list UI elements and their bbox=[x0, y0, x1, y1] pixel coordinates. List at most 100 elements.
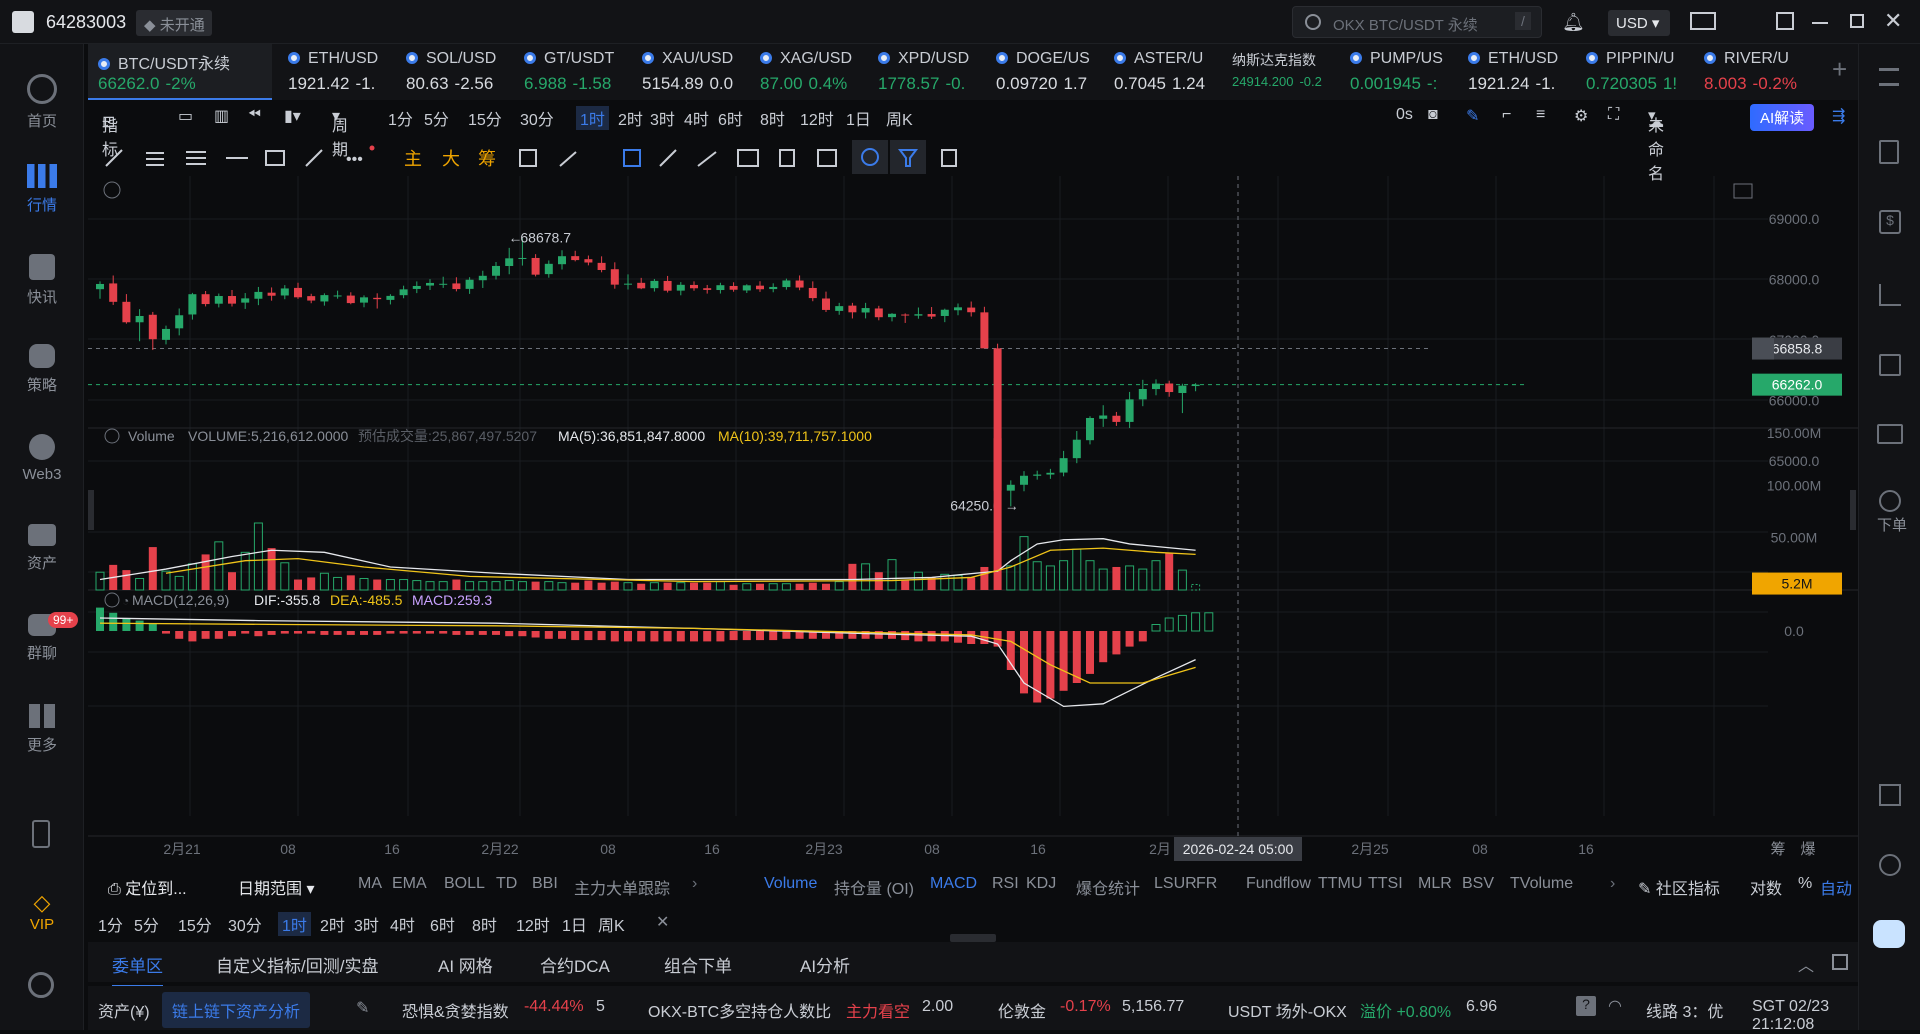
sub-indicator-12[interactable]: BSV bbox=[1462, 875, 1495, 892]
nav-web3[interactable]: Web3 bbox=[0, 434, 84, 483]
timeframe-10[interactable]: 12时 bbox=[800, 112, 834, 129]
document-icon[interactable] bbox=[1879, 140, 1899, 164]
bottom-tab-4[interactable]: 组合下单 bbox=[664, 957, 732, 976]
ticker-4[interactable]: XAU/USD 5154.89 0.0 bbox=[632, 44, 750, 100]
camera-icon[interactable]: ◙ bbox=[1428, 106, 1438, 123]
timeframe-9[interactable]: 8时 bbox=[760, 112, 785, 129]
period-select[interactable]: 周期 ▾ bbox=[332, 108, 349, 159]
order-icon[interactable] bbox=[1879, 490, 1901, 512]
bell-icon[interactable]: 🔔︎ bbox=[1562, 12, 1585, 32]
timeframe-8[interactable]: 6时 bbox=[430, 918, 455, 935]
sub-indicator-4[interactable]: KDJ bbox=[1026, 875, 1057, 892]
bottom-tab-3[interactable]: 合约DCA bbox=[540, 957, 610, 976]
rect-tool-icon[interactable] bbox=[265, 150, 285, 166]
timeframe-5[interactable]: 2时 bbox=[320, 918, 345, 935]
chart-area[interactable]: 69000.068000.067000.066000.065000.066858… bbox=[88, 176, 1858, 866]
nav-news[interactable]: 快讯 bbox=[0, 254, 84, 307]
lines-icon[interactable]: ≡ bbox=[1536, 106, 1546, 123]
timeframe-0[interactable]: 1分 bbox=[388, 112, 413, 129]
timeframe-4[interactable]: 1时 bbox=[576, 106, 609, 130]
assistant-icon[interactable] bbox=[1873, 920, 1905, 948]
ticker-3[interactable]: GT/USDT 6.988 -1.58 bbox=[514, 44, 632, 100]
ticker-1[interactable]: ETH/USD 1921.42 -1. bbox=[278, 44, 396, 100]
order-label[interactable]: 下单 bbox=[1877, 517, 1908, 534]
chevron-right-icon[interactable]: › bbox=[692, 875, 698, 892]
popout-icon[interactable] bbox=[1776, 12, 1794, 30]
timeframe-1[interactable]: 5分 bbox=[134, 918, 159, 935]
close-icon[interactable]: ✕ bbox=[656, 914, 670, 931]
trendline-tool-icon[interactable] bbox=[105, 149, 123, 167]
etf-icon[interactable] bbox=[1877, 424, 1903, 444]
support-icon[interactable] bbox=[1879, 854, 1901, 876]
dollar-icon[interactable]: $ bbox=[1879, 210, 1901, 234]
sub-indicator-8[interactable]: Fundflow bbox=[1246, 875, 1311, 892]
percent-toggle[interactable]: % bbox=[1798, 875, 1813, 892]
timeframe-6[interactable]: 3时 bbox=[650, 112, 675, 129]
timeframe-7[interactable]: 4时 bbox=[684, 112, 709, 129]
main-indicator-0[interactable]: MA bbox=[358, 875, 382, 892]
expand-icon[interactable] bbox=[1832, 954, 1848, 970]
zoom-icon[interactable] bbox=[1733, 183, 1753, 199]
timeframe-2[interactable]: 15分 bbox=[468, 112, 502, 129]
nav-vip[interactable]: ◇ VIP bbox=[0, 890, 84, 933]
timeframe-10[interactable]: 12时 bbox=[516, 918, 550, 935]
nav-strategy[interactable]: 策略 bbox=[0, 344, 84, 395]
main-indicator-5[interactable]: 主力大单跟踪 bbox=[574, 881, 671, 898]
select-tool-icon[interactable] bbox=[623, 149, 641, 167]
add-alert-button[interactable] bbox=[1752, 337, 1774, 360]
main-indicator-3[interactable]: TD bbox=[496, 875, 518, 892]
sub-indicator-1[interactable]: 持仓量 (OI) bbox=[834, 881, 914, 898]
bottom-tab-2[interactable]: AI 网格 bbox=[438, 957, 493, 976]
list-icon[interactable] bbox=[1879, 68, 1899, 86]
add-ticker-icon[interactable]: + bbox=[1832, 54, 1848, 84]
auto-toggle[interactable]: 自动 bbox=[1820, 881, 1853, 898]
ticker-0[interactable]: BTC/USDT永续 66262.0 -2% bbox=[88, 44, 272, 100]
ticker-2[interactable]: SOL/USD 80.63 -2.56 bbox=[396, 44, 514, 100]
calendar-icon[interactable]: ▭ bbox=[178, 108, 194, 125]
sub-indicator-5[interactable]: 爆仓统计 bbox=[1076, 881, 1141, 898]
ticker-9[interactable]: 纳斯达克指数 24914.200 -0.2 bbox=[1222, 44, 1340, 100]
copy-tool-icon[interactable] bbox=[779, 149, 795, 167]
log-scale-toggle[interactable]: 对数 bbox=[1750, 881, 1783, 898]
phone-icon[interactable] bbox=[32, 820, 50, 848]
nav-more[interactable]: 更多 bbox=[0, 704, 84, 755]
timeframe-4[interactable]: 1时 bbox=[278, 912, 311, 936]
timeframe-1[interactable]: 5分 bbox=[424, 112, 449, 129]
fullscreen-icon[interactable]: ⛶ bbox=[1608, 106, 1620, 123]
layout-icon[interactable] bbox=[1879, 784, 1901, 806]
share-icon[interactable]: ⇶ bbox=[1832, 108, 1846, 125]
timeframe-11[interactable]: 1日 bbox=[846, 112, 871, 129]
collapse-icon[interactable] bbox=[103, 181, 121, 199]
pencil-icon[interactable]: ✎ bbox=[1466, 108, 1480, 125]
big-order-tool[interactable]: 大 bbox=[442, 149, 460, 169]
nav-market[interactable]: 行情 bbox=[0, 164, 84, 215]
chart-panel-icon[interactable] bbox=[1879, 354, 1901, 376]
trash-icon[interactable] bbox=[941, 149, 957, 167]
currency-select[interactable]: USD ▾ bbox=[1608, 10, 1670, 36]
ticker-7[interactable]: DOGE/US 0.09720 1.7 bbox=[986, 44, 1104, 100]
timeframe-6[interactable]: 3时 bbox=[354, 918, 379, 935]
parallel-tool-icon[interactable] bbox=[146, 152, 164, 166]
maximize-icon[interactable] bbox=[1850, 14, 1864, 28]
nav-home[interactable]: 首页 bbox=[0, 74, 84, 131]
ticker-13[interactable]: RIVER/U 8.003 -0.2% bbox=[1694, 44, 1812, 100]
bell-icon[interactable]: ◔ bbox=[122, 594, 129, 608]
sub-indicator-2[interactable]: MACD bbox=[930, 875, 978, 892]
assets-label[interactable]: 资产(¥) bbox=[98, 1004, 150, 1021]
pen-tool-icon[interactable] bbox=[697, 151, 717, 167]
mail-icon[interactable] bbox=[1690, 12, 1716, 30]
sub-indicator-11[interactable]: MLR bbox=[1418, 875, 1452, 892]
chip-tool[interactable]: 筹 bbox=[478, 149, 496, 169]
sub-indicator-10[interactable]: TTSI bbox=[1368, 875, 1403, 892]
sub-indicator-3[interactable]: RSI bbox=[992, 875, 1019, 892]
layout-name-select[interactable]: ☁︎ 未命名 ▾ bbox=[1648, 107, 1665, 183]
ai-interpret-button[interactable]: AI解读 bbox=[1750, 104, 1815, 131]
more-tools-icon[interactable]: ••• bbox=[346, 151, 363, 168]
edit-icon[interactable]: ✎ bbox=[356, 1000, 370, 1017]
line-status[interactable]: 线路 3：优 bbox=[1646, 1004, 1724, 1021]
timeframe-7[interactable]: 4时 bbox=[390, 918, 415, 935]
timeframe-11[interactable]: 1日 bbox=[562, 918, 587, 935]
kline-chart[interactable]: 69000.068000.067000.066000.065000.066858… bbox=[88, 176, 1858, 866]
chevron-up-icon[interactable]: ︿ bbox=[1798, 958, 1815, 975]
main-indicator-1[interactable]: EMA bbox=[392, 875, 427, 892]
